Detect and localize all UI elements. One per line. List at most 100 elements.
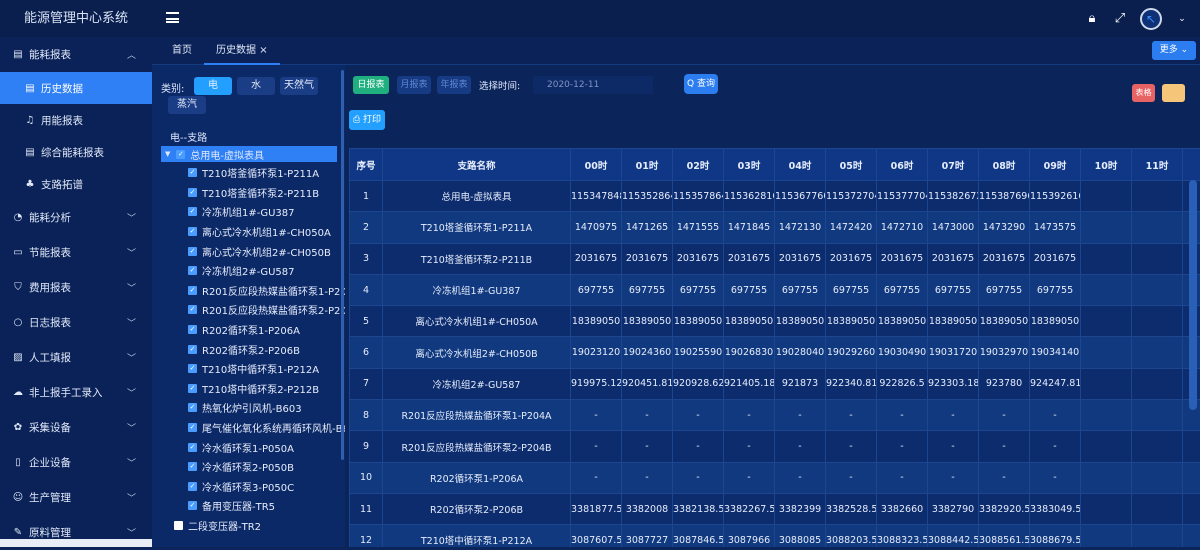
tree-node[interactable]: ✓尾气催化氧化系统再循环风机-B63 (188, 418, 345, 438)
tree-node[interactable]: ✓离心式冷水机组1#-CH050A (188, 222, 331, 242)
checkbox[interactable]: ✓ (188, 501, 197, 510)
sidebar-subitem[interactable]: ▤综合能耗报表 (0, 136, 152, 168)
sidebar-item[interactable]: ▯企业设备﹀ (0, 445, 152, 480)
checkbox[interactable]: ✓ (188, 168, 197, 177)
tree-node[interactable]: ✓T210塔中循环泵1-P212A (188, 359, 319, 379)
tree-node-next-root[interactable]: 二段变压器-TR2 (174, 516, 261, 536)
sidebar-item[interactable]: ○日志报表﹀ (0, 305, 152, 340)
print-button[interactable]: ⎙ 打印 (349, 110, 385, 130)
table-scrollbar[interactable] (1189, 180, 1197, 410)
checkbox[interactable]: ✓ (188, 403, 197, 412)
checkbox[interactable]: ✓ (188, 266, 197, 275)
table-view-button[interactable]: 表格 (1132, 84, 1155, 102)
sidebar-item[interactable]: ☁非上报手工录入﹀ (0, 375, 152, 410)
sidebar-item[interactable]: ☺生产管理﹀ (0, 480, 152, 515)
column-header: 05时 (826, 149, 877, 181)
yearly-report-button[interactable]: 年报表 (437, 76, 471, 94)
tree-node[interactable]: ✓冷水循环泵2-P050B (188, 457, 294, 477)
tree-node[interactable]: ✓冷水循环泵1-P050A (188, 437, 294, 457)
tree-node[interactable]: ✓ 离心式冷水机组2#-CH050B (188, 241, 331, 261)
sidebar-item[interactable]: ▭节能报表﹀ (0, 235, 152, 270)
tree-node[interactable]: ✓R201反应段热媒盐循环泵1-P204A (188, 281, 345, 301)
checkbox[interactable]: ✓ (188, 188, 197, 197)
tree-scrollbar[interactable] (341, 70, 344, 460)
checkbox[interactable]: ✓ (188, 227, 197, 236)
sidebar-item[interactable]: ⛉费用报表﹀ (0, 270, 152, 305)
table-cell: 923303.188 (928, 368, 979, 399)
tab-history[interactable]: 历史数据 × (204, 37, 280, 65)
checkbox[interactable]: ✓ (188, 384, 197, 393)
tree-node[interactable]: ✓T210塔釜循环泵2-P211B (188, 183, 319, 203)
chart-view-button[interactable]: 图表 (1162, 84, 1185, 102)
monthly-report-button[interactable]: 月报表 (397, 76, 431, 94)
caret-down-icon[interactable]: ▼ (165, 150, 170, 158)
table-row[interactable]: 7冷冻机组2#-GU587919975.125920451.812920928.… (350, 368, 1200, 399)
close-icon[interactable]: × (259, 45, 267, 56)
tree-node[interactable]: ✓T210塔中循环泵2-P212B (188, 379, 319, 399)
tree-node[interactable]: ✓R201反应段热媒盐循环泵2-P204B (188, 300, 345, 320)
checkbox[interactable]: ✓ (188, 305, 197, 314)
avatar[interactable]: ↖ (1140, 8, 1162, 30)
more-button[interactable]: 更多 ⌄ (1152, 41, 1196, 60)
sidebar-subitem[interactable]: ▤历史数据 (0, 72, 152, 104)
checkbox[interactable]: ✓ (188, 345, 197, 354)
category-gas[interactable]: 天然气 (280, 77, 318, 95)
tree-node[interactable]: ✓冷冻机组2#-GU587 (188, 261, 295, 281)
checkbox[interactable]: ✓ (188, 364, 197, 373)
checkbox[interactable]: ✓ (188, 286, 197, 295)
checkbox[interactable]: ✓ (176, 150, 185, 159)
sidebar-subitem[interactable]: ♫用能报表 (0, 104, 152, 136)
table-cell: - (928, 462, 979, 493)
query-button[interactable]: Q 查询 (684, 74, 718, 94)
sidebar-item[interactable]: ✿采集设备﹀ (0, 410, 152, 445)
menu-icon[interactable] (166, 12, 179, 23)
checkbox[interactable]: ✓ (188, 207, 197, 216)
sidebar-item[interactable]: ▨人工填报﹀ (0, 340, 152, 375)
message-icon: ▭ (12, 247, 24, 258)
tree-node[interactable]: ✓冷冻机组1#-GU387 (188, 202, 295, 222)
checkbox[interactable]: ✓ (188, 325, 197, 334)
checkbox[interactable]: ✓ (188, 247, 197, 256)
table-cell (1081, 368, 1132, 399)
tree-node-label: 离心式冷水机组2#-CH050B (202, 244, 331, 259)
tree-node[interactable]: ✓R202循环泵2-P206B (188, 339, 300, 359)
tree-node[interactable]: ✓热氧化炉引风机-B603 (188, 398, 302, 418)
tree-node[interactable]: ✓冷水循环泵3-P050C (188, 477, 294, 497)
daily-report-button[interactable]: 日报表 (353, 76, 389, 94)
category-water[interactable]: 水 (237, 77, 275, 95)
tree-node[interactable]: ✓备用变压器-TR5 (188, 496, 275, 516)
tree-node[interactable]: ✓T210塔釜循环泵1-P211A (188, 163, 319, 183)
checkbox[interactable]: ✓ (188, 482, 197, 491)
category-electric[interactable]: 电 (194, 77, 232, 95)
date-input[interactable]: 2020-12-11 (533, 76, 653, 94)
tree-node[interactable]: ✓R202循环泵1-P206A (188, 320, 300, 340)
fullscreen-icon[interactable]: ⤢ (1112, 11, 1128, 27)
sidebar-item-label: 非上报手工录入 (29, 385, 103, 400)
chevron-down-icon[interactable]: ⌄ (1174, 11, 1190, 27)
sidebar-item[interactable]: ◔能耗分析﹀ (0, 200, 152, 235)
lock-icon[interactable]: 🔒︎ (1084, 11, 1100, 27)
sidebar-horizontal-scrollbar[interactable] (0, 539, 152, 547)
checkbox[interactable]: ✓ (188, 423, 197, 432)
category-steam[interactable]: 蒸汽 (168, 96, 206, 114)
table-cell: 10 (350, 462, 383, 493)
tab-home[interactable]: 首页 (172, 37, 192, 65)
sidebar-item[interactable]: ▤能耗报表︿ (0, 37, 152, 72)
checkbox[interactable]: ✓ (188, 462, 197, 471)
table-cell: 5 (350, 306, 383, 337)
checkbox[interactable] (174, 521, 183, 530)
tree-root-node[interactable]: ▼✓总用电-虚拟表具 (161, 146, 337, 162)
sidebar-subitem[interactable]: ♣支路拓谱 (0, 168, 152, 200)
checkbox[interactable]: ✓ (188, 443, 197, 452)
